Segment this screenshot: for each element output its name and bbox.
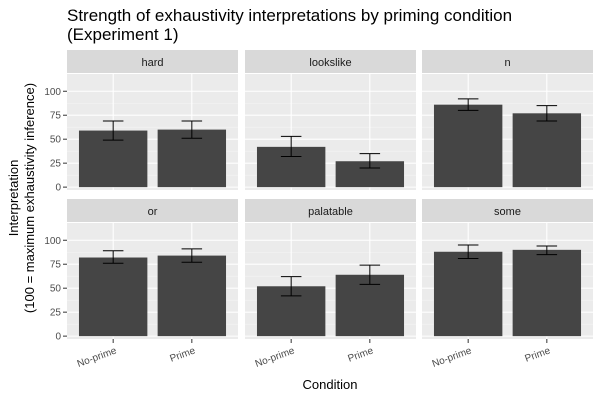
facet-panel-n: n — [422, 50, 593, 190]
bar-no-prime — [78, 257, 148, 337]
x-tick-label: Prime — [169, 345, 198, 364]
y-axis-title: Interpretation — [6, 160, 21, 237]
facet-strip — [422, 50, 593, 73]
x-axis-title: Condition — [303, 377, 358, 392]
facet-panel-hard: hard 0 25 50 75 100 — [44, 50, 238, 194]
facet-panel-some: some No-prime Prime — [422, 199, 593, 370]
x-tick-label: No-prime — [76, 345, 119, 370]
facet-panel-lookslike: lookslike — [245, 50, 416, 190]
x-tick-label: Prime — [524, 345, 553, 364]
y-tick-label: 100 — [44, 87, 61, 98]
bar-prime — [157, 255, 227, 337]
y-tick-label: 75 — [50, 111, 62, 122]
facet-panels: hard 0 25 50 75 100 lookslike n or 0 25 50 75 100 No-p… — [44, 50, 593, 370]
facet-panel-or: or 0 25 50 75 100 No-prime Prime — [44, 199, 238, 370]
y-tick-label: 100 — [44, 236, 61, 247]
facet-panel-palatable: palatable No-prime Prime — [245, 199, 416, 370]
bar-no-prime — [433, 104, 503, 188]
facet-label: n — [504, 57, 510, 69]
x-tick-label: Prime — [347, 345, 376, 364]
y-tick-label: 75 — [50, 260, 62, 271]
y-tick-label: 25 — [50, 159, 62, 170]
y-tick-label: 50 — [50, 135, 62, 146]
facet-label: palatable — [308, 206, 353, 218]
x-tick-label: No-prime — [431, 345, 474, 370]
bar-prime — [512, 113, 582, 188]
facet-strip — [67, 50, 238, 73]
y-tick-label: 0 — [55, 332, 61, 343]
facet-strip — [422, 199, 593, 222]
y-axis-subtitle: (100 = maximum exhaustivity inference) — [22, 83, 37, 313]
facet-strip — [245, 50, 416, 73]
bar-prime — [335, 274, 405, 337]
bar-prime — [512, 249, 582, 337]
chart-subtitle: (Experiment 1) — [67, 25, 178, 44]
y-tick-label: 0 — [55, 183, 61, 194]
y-tick-label: 50 — [50, 284, 62, 295]
x-tick-label: No-prime — [254, 345, 297, 370]
facet-strip — [245, 199, 416, 222]
bar-no-prime — [433, 251, 503, 337]
facet-strip — [67, 199, 238, 222]
bar-prime — [157, 129, 227, 188]
y-tick-label: 25 — [50, 308, 62, 319]
facet-label: lookslike — [309, 57, 351, 69]
facet-label: hard — [141, 57, 163, 69]
facet-label: some — [494, 206, 521, 218]
chart-title: Strength of exhaustivity interpretations… — [67, 6, 512, 25]
facet-label: or — [148, 206, 158, 218]
